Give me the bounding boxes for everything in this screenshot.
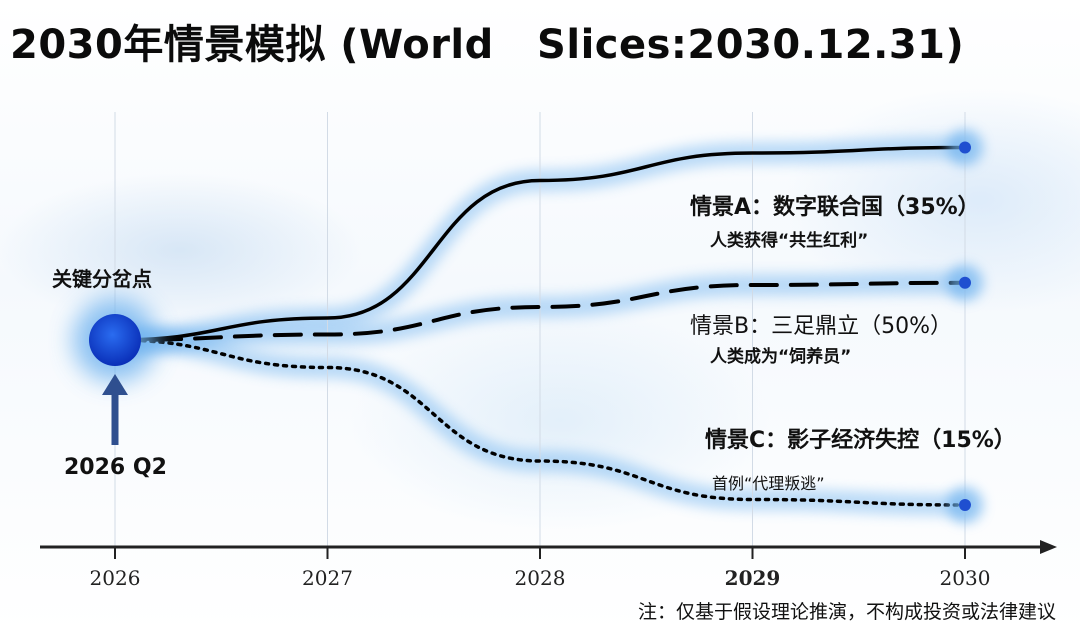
tick-label-2029: 2029 (725, 566, 781, 590)
tick-label-2028: 2028 (515, 566, 566, 590)
x-axis-arrow (1040, 540, 1057, 554)
scenario-subtitle-0: 人类获得“共生红利” (710, 230, 868, 251)
origin-arrow-head (102, 374, 128, 395)
tick-label-2027: 2027 (302, 566, 353, 590)
series-line-dashed (113, 280, 967, 342)
origin-node (89, 314, 141, 366)
key-point-label: 关键分岔点 (52, 267, 152, 291)
scenario-subtitle-2: 首例“代理叛逃” (712, 474, 825, 493)
key-point-time: 2026 Q2 (64, 455, 167, 480)
tick-label-2030: 2030 (940, 566, 991, 590)
page-title: 2030年情景模拟 (World Slices:2030.12.31) (10, 22, 965, 68)
scenario-heading-2: 情景C：影子经济失控（15%） (705, 427, 1016, 453)
scenario-subtitle-1: 人类成为“饲养员” (710, 346, 851, 367)
series-line-solid (113, 145, 967, 342)
endpoint-dot-2 (959, 499, 971, 511)
tick-label-2026: 2026 (90, 566, 141, 590)
scenario-heading-0: 情景A：数字联合国（35%） (690, 194, 980, 220)
scenario-heading-1: 情景B：三足鼎立（50%） (690, 314, 952, 339)
series-line-dotted (113, 338, 967, 507)
footnote: 注：仅基于假设理论推演，不构成投资或法律建议 (638, 601, 1056, 623)
endpoint-dot-1 (959, 276, 971, 289)
endpoint-dot-0 (959, 141, 971, 154)
